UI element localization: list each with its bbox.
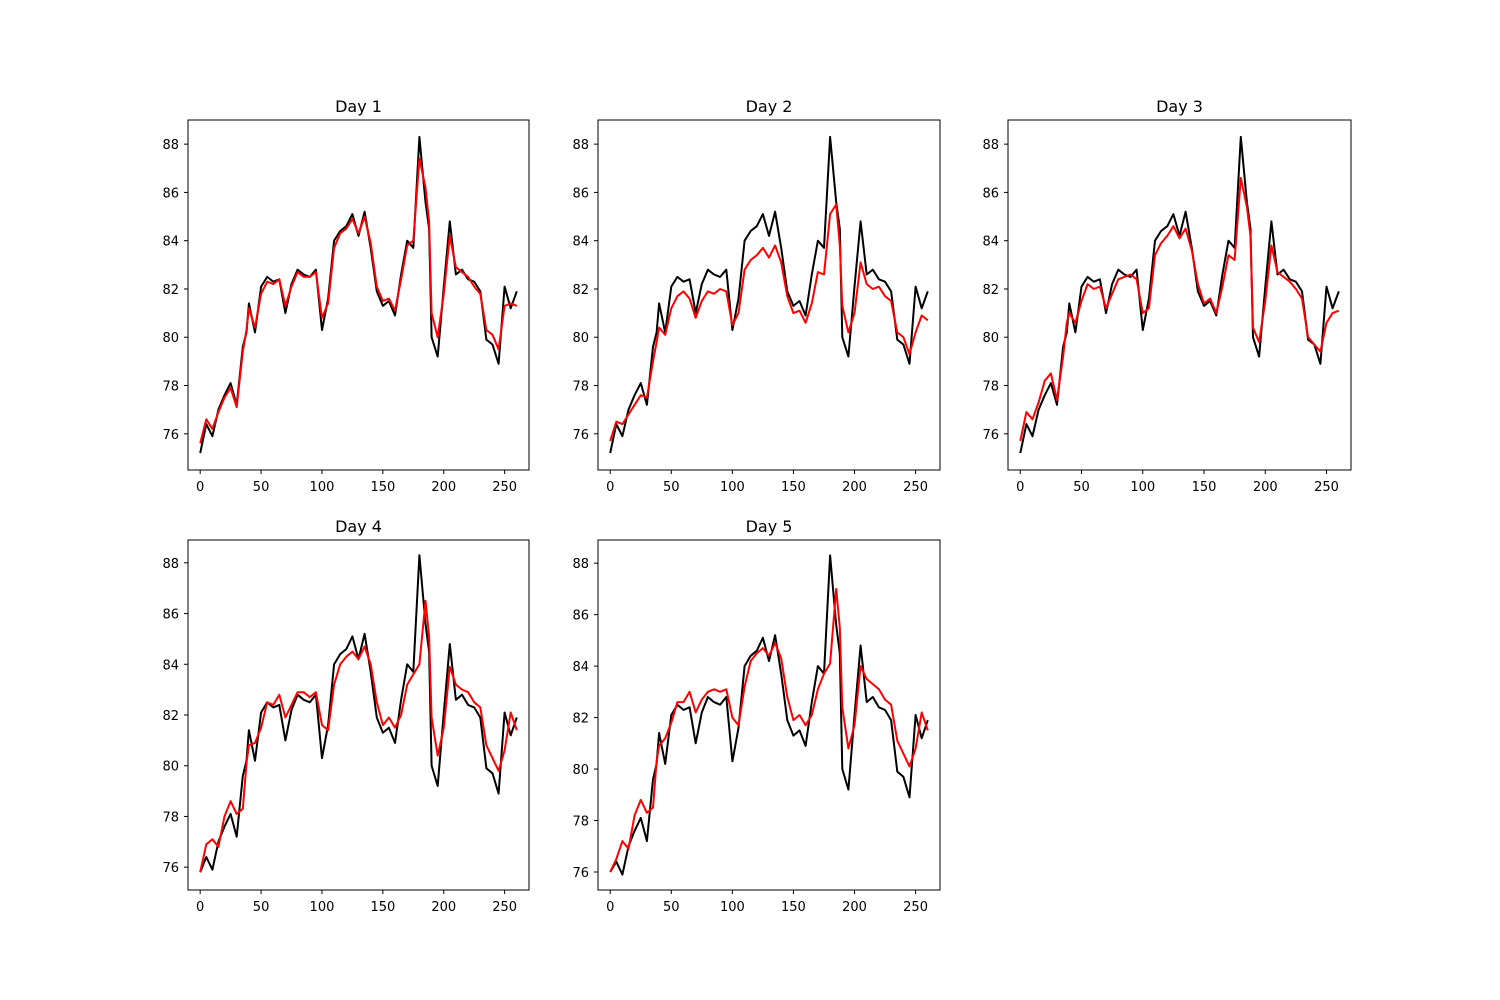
x-tick-label: 250 [903, 480, 928, 495]
series-line-black [609, 135, 929, 454]
y-tick-label: 86 [572, 609, 589, 624]
subplot-4: Day 4 0 50 100 150 200 250 76 78 80 82 84 86 88 [162, 517, 530, 915]
y-tick-label: 80 [162, 760, 179, 775]
y-tick-label: 88 [162, 557, 179, 572]
y-tick-label: 82 [982, 283, 999, 298]
y-tick-label: 84 [162, 658, 179, 673]
x-tick-label: 0 [196, 900, 204, 915]
x-tick-label: 100 [1130, 480, 1155, 495]
plot-area: 0 50 100 150 200 250 76 78 80 82 84 86 88 [982, 119, 1352, 495]
y-tick-label: 82 [572, 712, 589, 727]
y-tick-label: 76 [572, 428, 589, 443]
y-tick-label: 76 [572, 866, 589, 881]
y-tick-label: 86 [162, 186, 179, 201]
axes-frame [187, 119, 530, 471]
series-line-red [1019, 176, 1340, 442]
x-tick-label: 150 [1192, 480, 1217, 495]
y-tick-label: 78 [162, 810, 179, 825]
x-tick-label: 0 [1016, 480, 1024, 495]
subplot-3: Day 3 0 50 100 150 200 250 76 78 80 82 84 86 88 [982, 97, 1352, 495]
x-tick-label: 200 [431, 900, 456, 915]
x-tick-label: 150 [370, 900, 395, 915]
subplot-1: Day 1 0 50 100 150 200 250 76 78 80 82 84 86 88 [162, 97, 530, 495]
x-tick-label: 100 [310, 900, 335, 915]
x-tick-label: 50 [663, 900, 680, 915]
x-tick-label: 50 [1073, 480, 1090, 495]
y-tick-label: 78 [572, 815, 589, 830]
series-line-red [609, 587, 929, 873]
y-tick-label: 84 [162, 235, 179, 250]
subplot-5: Day 5 0 50 100 150 200 250 76 78 80 82 84 86 88 [572, 517, 941, 915]
y-tick-label: 84 [572, 235, 589, 250]
x-tick-label: 100 [310, 480, 335, 495]
y-tick-label: 80 [162, 331, 179, 346]
subplot-title: Day 3 [1156, 97, 1203, 116]
x-tick-label: 200 [431, 480, 456, 495]
x-tick-label: 50 [663, 480, 680, 495]
x-tick-label: 0 [606, 480, 614, 495]
x-tick-label: 200 [842, 480, 867, 495]
plot-area: 0 50 100 150 200 250 76 78 80 82 84 86 88 [162, 119, 530, 495]
y-tick-label: 78 [982, 380, 999, 395]
y-tick-label: 84 [572, 660, 589, 675]
x-tick-label: 250 [1314, 480, 1339, 495]
series-line-black [1019, 135, 1340, 454]
x-tick-label: 50 [253, 900, 270, 915]
y-tick-label: 88 [572, 138, 589, 153]
y-tick-label: 76 [162, 428, 179, 443]
series-line-black [199, 135, 518, 454]
x-tick-label: 150 [781, 900, 806, 915]
plot-area: 0 50 100 150 200 250 76 78 80 82 84 86 88 [572, 119, 941, 495]
plot-area: 0 50 100 150 200 250 76 78 80 82 84 86 88 [162, 539, 530, 915]
series-line-red [199, 157, 518, 444]
x-tick-label: 50 [253, 480, 270, 495]
x-tick-label: 200 [842, 900, 867, 915]
y-tick-label: 78 [162, 380, 179, 395]
series-line-red [609, 203, 929, 442]
x-tick-label: 250 [903, 900, 928, 915]
y-tick-label: 86 [162, 608, 179, 623]
x-tick-label: 100 [720, 900, 745, 915]
x-tick-label: 150 [781, 480, 806, 495]
y-tick-label: 88 [572, 557, 589, 572]
y-tick-label: 82 [162, 283, 179, 298]
x-tick-label: 0 [196, 480, 204, 495]
y-tick-label: 80 [572, 331, 589, 346]
series-line-red [199, 599, 518, 873]
subplot-title: Day 2 [746, 97, 793, 116]
axes-frame [1007, 119, 1352, 471]
x-tick-label: 0 [606, 900, 614, 915]
plot-area: 0 50 100 150 200 250 76 78 80 82 84 86 88 [572, 539, 941, 915]
y-tick-label: 86 [572, 186, 589, 201]
y-tick-label: 82 [572, 283, 589, 298]
y-tick-label: 76 [162, 861, 179, 876]
y-tick-label: 78 [572, 380, 589, 395]
axes-frame [597, 119, 941, 471]
subplot-2: Day 2 0 50 100 150 200 250 76 78 80 82 84 86 88 [572, 97, 941, 495]
series-line-black [609, 554, 929, 876]
x-tick-label: 100 [720, 480, 745, 495]
y-tick-label: 82 [162, 709, 179, 724]
subplot-title: Day 4 [335, 517, 382, 536]
subplot-title: Day 5 [746, 517, 793, 536]
y-tick-label: 86 [982, 186, 999, 201]
x-tick-label: 250 [492, 480, 517, 495]
y-tick-label: 88 [982, 138, 999, 153]
y-tick-label: 80 [982, 331, 999, 346]
y-tick-label: 84 [982, 235, 999, 250]
subplot-title: Day 1 [335, 97, 382, 116]
y-tick-label: 76 [982, 428, 999, 443]
x-tick-label: 200 [1253, 480, 1278, 495]
y-tick-label: 88 [162, 138, 179, 153]
x-tick-label: 150 [370, 480, 395, 495]
axes-frame [597, 539, 941, 891]
x-tick-label: 250 [492, 900, 517, 915]
y-tick-label: 80 [572, 763, 589, 778]
